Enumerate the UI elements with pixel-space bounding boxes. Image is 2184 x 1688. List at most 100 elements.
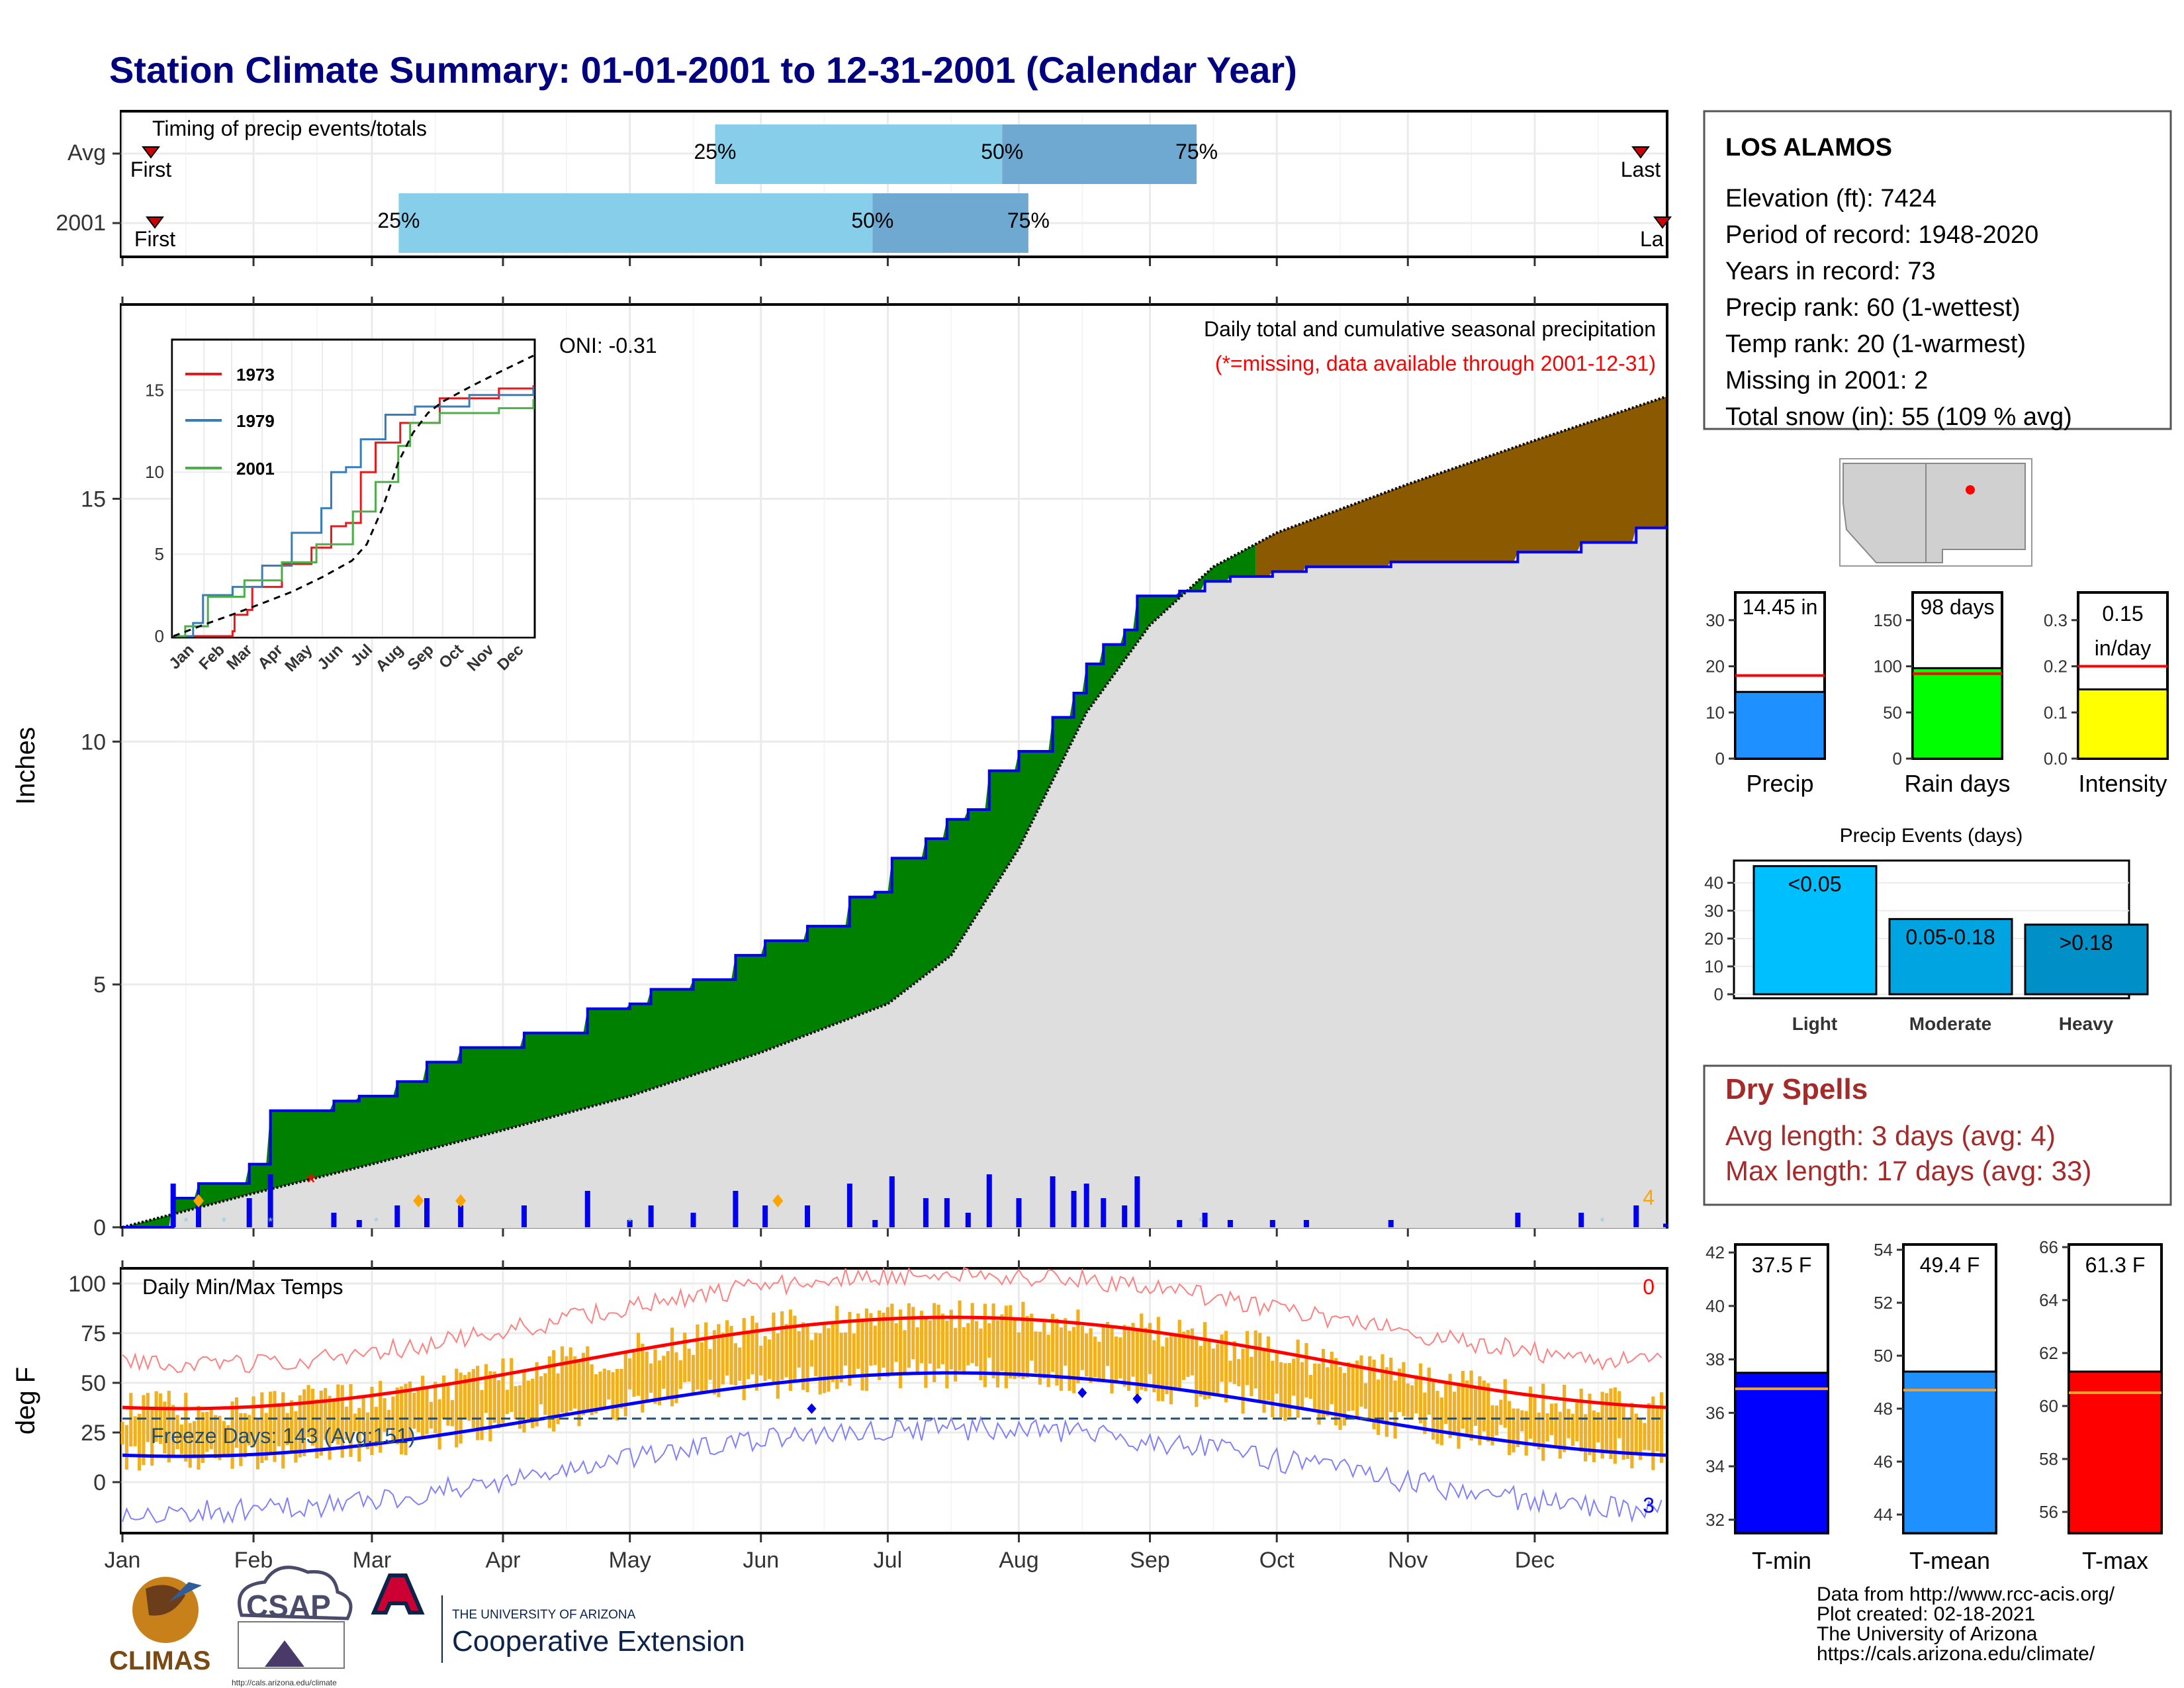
daily-temp-bar — [1199, 1346, 1203, 1397]
daily-precip-bar — [965, 1213, 971, 1227]
daily-temp-bar — [1271, 1360, 1275, 1418]
timing-pct-label: 75% — [1175, 140, 1218, 164]
daily-temp-bar — [319, 1390, 323, 1456]
dry-spells-avg: Avg length: 3 days (avg: 4) — [1725, 1120, 2056, 1151]
daily-temp-bar — [818, 1333, 822, 1395]
daily-temp-bar — [1071, 1327, 1076, 1393]
daily-temp-bar — [1055, 1318, 1059, 1386]
temp-y-tick-label: 75 — [81, 1321, 106, 1346]
snow-marker — [772, 1194, 784, 1207]
daily-temp-bar — [581, 1352, 586, 1415]
daily-temp-bar — [289, 1400, 294, 1451]
daily-temp-bar — [1402, 1362, 1406, 1417]
temp-stat-bar — [1902, 1370, 1997, 1534]
daily-temp-bar — [184, 1393, 188, 1462]
daily-temp-bar — [1393, 1380, 1397, 1439]
daily-temp-bar — [700, 1342, 704, 1391]
daily-temp-bar — [1634, 1413, 1638, 1454]
daily-temp-bar — [919, 1311, 924, 1364]
daily-temp-bar — [725, 1320, 729, 1376]
daily-temp-bar — [886, 1307, 890, 1378]
inset-y-tick-label: 0 — [155, 626, 164, 646]
daily-temp-bar — [1068, 1331, 1071, 1391]
temp-count-bottom: 3 — [1643, 1493, 1655, 1517]
daily-temp-bar — [1177, 1319, 1181, 1388]
daily-temp-bar — [1106, 1322, 1110, 1366]
temp-stat-tick-label: 66 — [2039, 1237, 2058, 1257]
daily-temp-bar — [949, 1309, 953, 1370]
station-line-years: Years in record: 73 — [1725, 258, 1936, 285]
daily-temp-bar — [374, 1407, 378, 1447]
daily-temp-bar — [1300, 1362, 1304, 1410]
daily-temp-bar — [1621, 1405, 1625, 1460]
daily-temp-bar — [251, 1396, 255, 1448]
daily-temp-bar — [678, 1360, 682, 1389]
daily-temp-bar — [492, 1372, 496, 1423]
precip-corner-count: 4 — [1643, 1186, 1655, 1209]
month-label: May — [609, 1548, 651, 1573]
stat-bar — [1734, 690, 1826, 760]
daily-temp-bar — [441, 1375, 446, 1419]
daily-temp-bar — [310, 1388, 315, 1446]
station-line-temp-rank: Temp rank: 20 (1-warmest) — [1725, 330, 2026, 358]
month-label: Oct — [1259, 1548, 1295, 1573]
daily-temp-bar — [353, 1413, 357, 1432]
daily-temp-bar — [751, 1315, 754, 1375]
events-title: Precip Events (days) — [1840, 825, 2023, 847]
daily-temp-bar — [1461, 1371, 1465, 1429]
inset-normal-line — [173, 354, 534, 637]
temp-y-tick-label: 100 — [68, 1272, 106, 1297]
last-label-2001: La — [1640, 227, 1664, 251]
temp-stat-tick-label: 40 — [1706, 1296, 1725, 1316]
daily-temp-bar — [201, 1412, 205, 1463]
daily-temp-bar — [560, 1346, 565, 1413]
daily-temp-bar — [1600, 1391, 1604, 1459]
daily-temp-bar — [480, 1389, 484, 1440]
daily-precip-bar — [394, 1205, 400, 1227]
daily-temp-bar — [209, 1407, 213, 1450]
daily-temp-bar — [1076, 1309, 1080, 1383]
daily-precip-bar — [889, 1176, 895, 1227]
snow-marker — [413, 1194, 424, 1207]
daily-temp-bar — [831, 1322, 835, 1382]
stat-name: Rain days — [1904, 770, 2010, 797]
temp-stat-tick-label: 34 — [1706, 1456, 1725, 1476]
daily-temp-bar — [1567, 1409, 1570, 1438]
daily-temp-bar — [273, 1391, 277, 1462]
daily-temp-bar — [255, 1418, 260, 1470]
daily-temp-bar — [979, 1328, 983, 1381]
daily-temp-bar — [1144, 1327, 1148, 1391]
daily-temp-bar — [793, 1315, 797, 1383]
daily-temp-bar — [1427, 1367, 1431, 1415]
climas-logo: CLIMAS — [109, 1577, 210, 1675]
daily-temp-bar — [674, 1352, 678, 1403]
daily-temp-bar — [302, 1389, 306, 1456]
stat-value-label: 14.45 in — [1743, 595, 1818, 619]
daily-temp-bar — [1630, 1403, 1634, 1469]
daily-temp-bar — [497, 1380, 501, 1429]
temp-stat-value-label: 37.5 F — [1752, 1253, 1812, 1277]
timing-pct-label: 50% — [981, 140, 1023, 164]
daily-temp-bar — [641, 1343, 645, 1413]
daily-temp-bar — [772, 1312, 776, 1382]
stat-tick-label: 0.0 — [2044, 749, 2068, 769]
daily-temp-bar — [1439, 1397, 1443, 1446]
month-label: Jan — [105, 1548, 141, 1573]
daily-temp-bar — [683, 1333, 687, 1383]
daily-temp-bar — [1478, 1376, 1482, 1446]
daily-temp-bar — [1266, 1336, 1271, 1401]
daily-temp-bar — [1203, 1322, 1207, 1400]
daily-temp-bar — [894, 1323, 898, 1362]
timing-pct-label: 25% — [377, 209, 420, 232]
temp-stat-bar — [1734, 1372, 1829, 1534]
daily-temp-bar — [179, 1424, 184, 1454]
daily-temp-bar — [239, 1413, 243, 1466]
daily-temp-bar — [1579, 1388, 1583, 1452]
inset-legend: 1973 1979 2001 — [185, 365, 275, 479]
month-label: Jun — [743, 1548, 779, 1573]
dry-spells-max: Max length: 17 days (avg: 33) — [1725, 1155, 2091, 1186]
daily-temp-bar — [1584, 1414, 1588, 1462]
daily-temp-bar — [294, 1411, 298, 1463]
daily-temp-bar — [543, 1373, 547, 1415]
daily-temp-bar — [776, 1333, 780, 1399]
